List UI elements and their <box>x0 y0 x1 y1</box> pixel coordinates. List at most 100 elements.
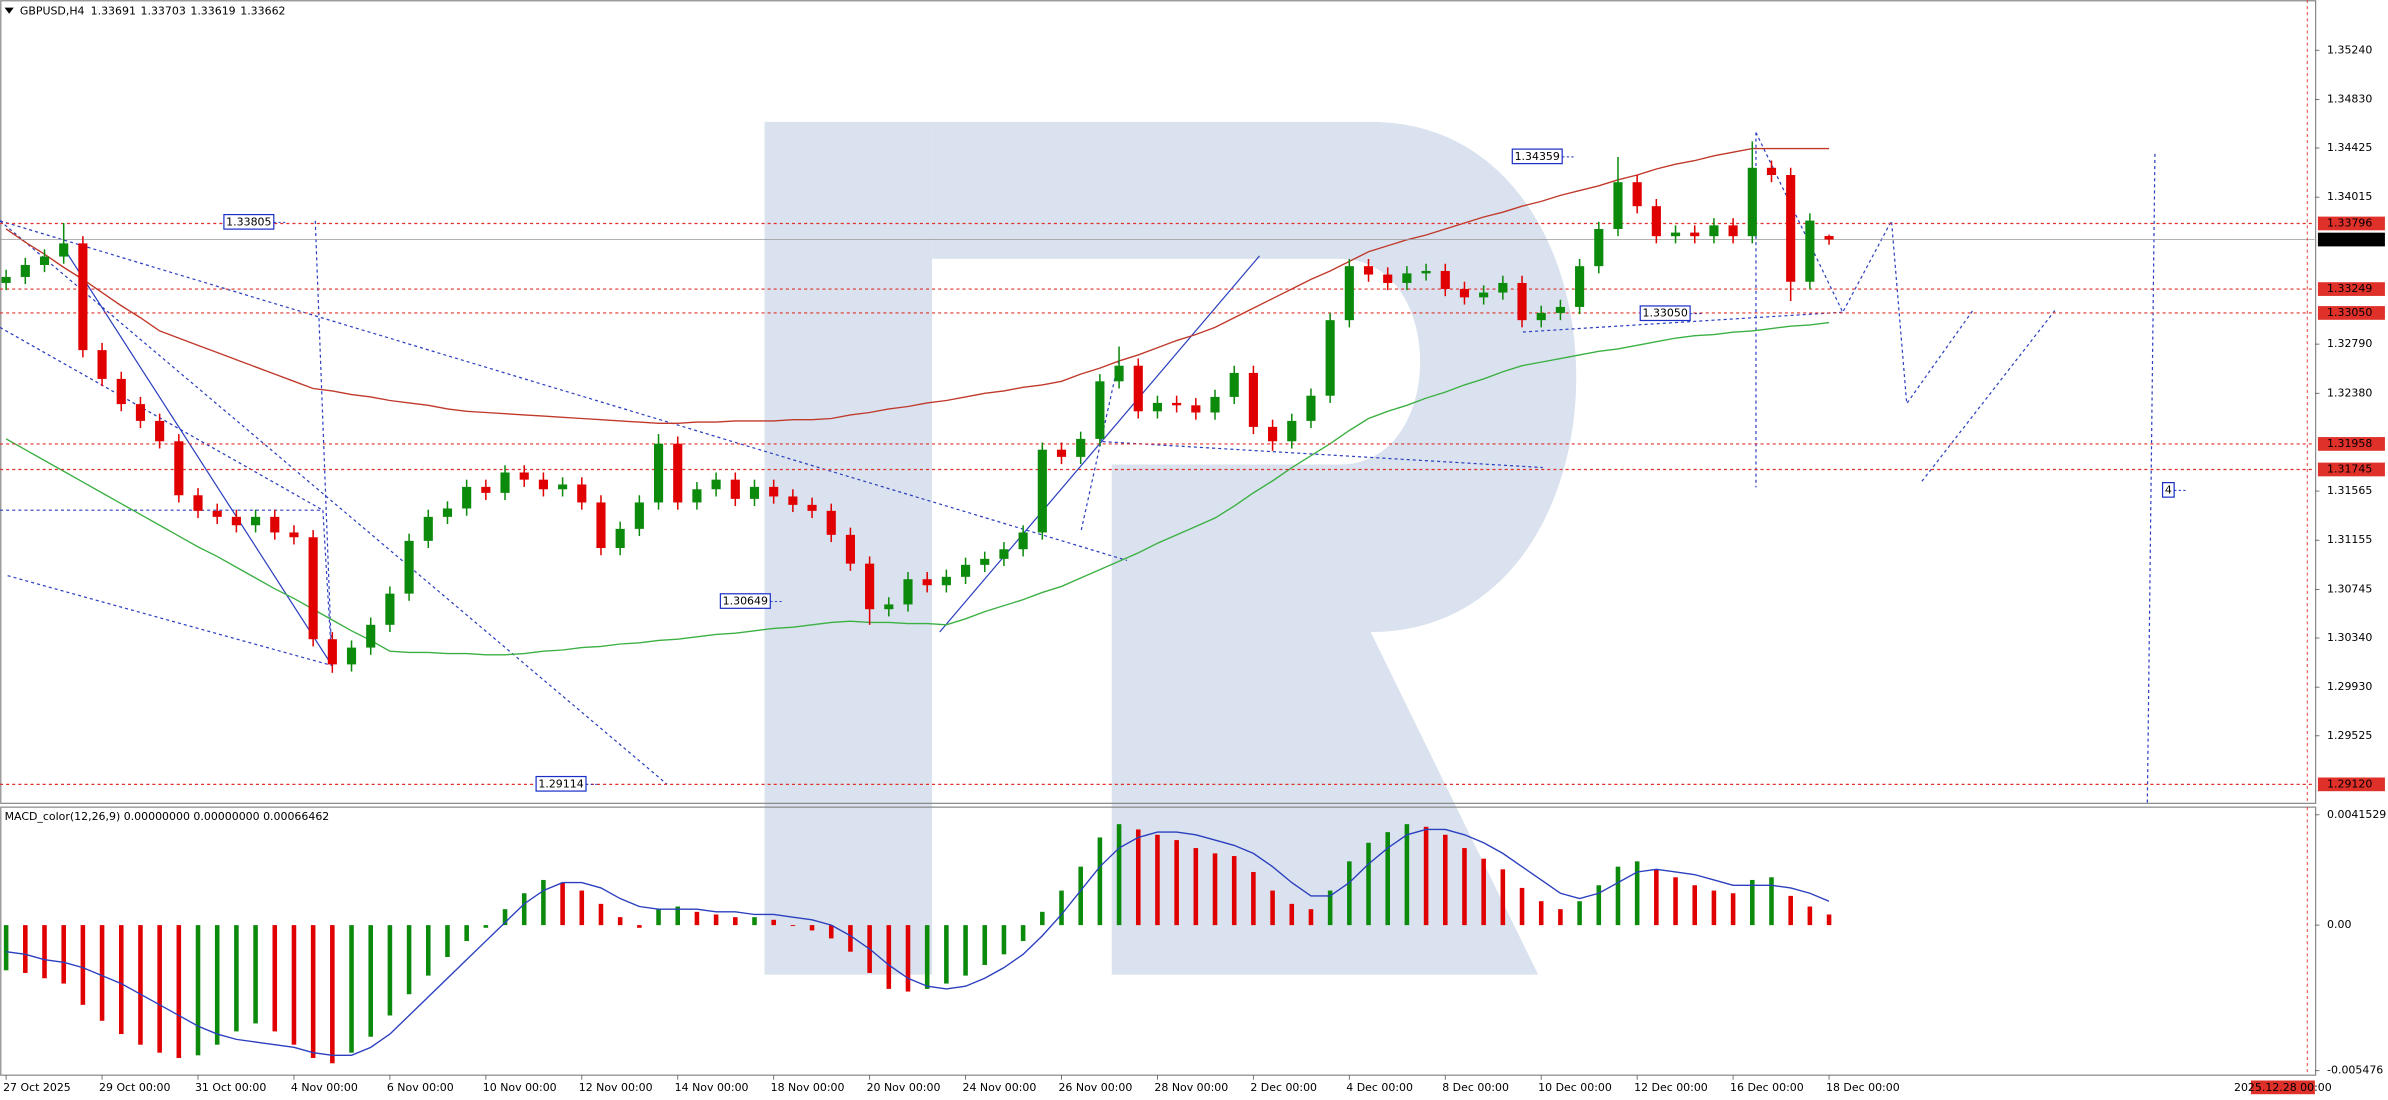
macd-bar <box>1327 890 1333 926</box>
candle-body <box>960 564 971 577</box>
x-tick-label: 31 Oct 00:00 <box>195 1081 266 1094</box>
macd-bar <box>675 906 681 926</box>
y-tick-label: 1.30745 <box>2327 582 2372 595</box>
candle-body <box>39 256 50 265</box>
macd-bar <box>1347 861 1352 926</box>
candle-body <box>308 537 318 640</box>
macd-bar <box>1481 858 1486 926</box>
candle-body <box>1076 438 1086 457</box>
candle-body <box>1594 228 1604 267</box>
macd-bar <box>61 925 66 984</box>
macd-bar <box>483 925 489 928</box>
candle-body <box>749 486 760 499</box>
candle-body <box>1191 405 1201 413</box>
x-tick-label: 12 Dec 00:00 <box>1634 1081 1708 1094</box>
candle-body <box>1824 236 1834 240</box>
macd-bar <box>1807 906 1813 926</box>
y-tick-label: 1.34015 <box>2327 190 2372 203</box>
level-label-box <box>2317 462 2385 477</box>
candle-body <box>1383 274 1393 283</box>
macd-bar <box>1059 890 1064 926</box>
macd-bar <box>1040 911 1045 926</box>
macd-bar <box>1366 842 1371 926</box>
menu-triangle[interactable] <box>4 7 14 14</box>
macd-bar <box>425 925 431 976</box>
future-date-box <box>2250 1080 2315 1095</box>
candle-body <box>500 472 510 493</box>
annotation-label: 1.30649 <box>723 595 768 608</box>
macd-bar <box>1462 848 1467 926</box>
macd-bar <box>1308 909 1314 926</box>
moving-average <box>5 147 1830 424</box>
trendline <box>314 220 333 666</box>
level-label-box <box>2317 282 2385 296</box>
macd-bar <box>310 925 316 1058</box>
candles <box>1 141 1834 673</box>
candle-body <box>404 540 414 594</box>
macd-bar <box>848 925 853 952</box>
macd-bar <box>1769 877 1774 926</box>
candle-body <box>385 593 395 625</box>
x-tick-label: 12 Nov 00:00 <box>579 1081 653 1094</box>
candle-body <box>1517 282 1527 321</box>
annotation-label: 1.29114 <box>538 777 583 790</box>
level-label: 1.31958 <box>2327 437 2372 450</box>
candle-body <box>1632 182 1642 207</box>
macd-bar <box>598 903 604 926</box>
candle-body <box>845 534 855 564</box>
candle-body <box>1133 365 1143 412</box>
macd-bar <box>99 925 105 1021</box>
macd-bar <box>1155 834 1160 926</box>
macd-bar <box>253 925 258 1024</box>
forecast-path <box>2146 152 2156 803</box>
macd-bar <box>1231 856 1237 926</box>
candle-body <box>538 479 548 490</box>
level-label-box <box>2317 216 2385 231</box>
annotation-label: 1.33050 <box>1642 307 1687 320</box>
annotation-label: 4 <box>2165 483 2172 496</box>
level-label-box <box>2317 306 2385 320</box>
candle-body <box>423 516 433 541</box>
candle-body <box>1651 206 1661 237</box>
macd-y-tick-label: 0.0041529 <box>2327 808 2386 821</box>
macd-bar <box>214 925 220 1045</box>
macd-bar <box>80 925 86 1005</box>
candle-body <box>999 549 1009 559</box>
macd-bar <box>406 925 412 995</box>
candle-body <box>1325 320 1335 396</box>
candle-body <box>922 579 932 586</box>
candle-body <box>980 558 990 565</box>
high-price: 1.33703 <box>140 4 185 17</box>
watermark <box>764 121 1577 975</box>
x-tick-label: 16 Dec 00:00 <box>1730 1081 1804 1094</box>
candle-body <box>1037 449 1047 533</box>
macd-bar <box>752 917 757 926</box>
y-tick-label: 1.31155 <box>2327 533 2372 546</box>
candle-body <box>692 489 702 503</box>
macd-bar <box>1615 866 1621 926</box>
candle-body <box>596 502 606 549</box>
x-tick-label: 2 Dec 00:00 <box>1250 1081 1317 1094</box>
candle-body <box>1498 282 1508 293</box>
y-tick-label: 1.34425 <box>2327 141 2372 154</box>
macd-bar <box>368 925 373 1037</box>
candle-body <box>1152 402 1163 412</box>
x-tick-label: 10 Nov 00:00 <box>483 1081 557 1094</box>
candle-body <box>1402 273 1412 283</box>
macd-bar <box>790 925 796 927</box>
annotation-box <box>535 775 587 792</box>
macd-bar <box>809 925 815 931</box>
candle-body <box>97 350 107 379</box>
macd-bar <box>886 925 892 989</box>
candle-body <box>231 516 241 526</box>
macd-bar <box>1577 901 1582 926</box>
macd-bar <box>1097 837 1103 926</box>
candle-body <box>941 576 951 586</box>
candle-body <box>730 479 740 499</box>
drawings <box>0 132 2156 803</box>
candle-body <box>1786 175 1796 282</box>
macd-bar <box>713 914 719 926</box>
macd-bar <box>1116 824 1122 926</box>
macd-bar <box>1730 893 1736 926</box>
